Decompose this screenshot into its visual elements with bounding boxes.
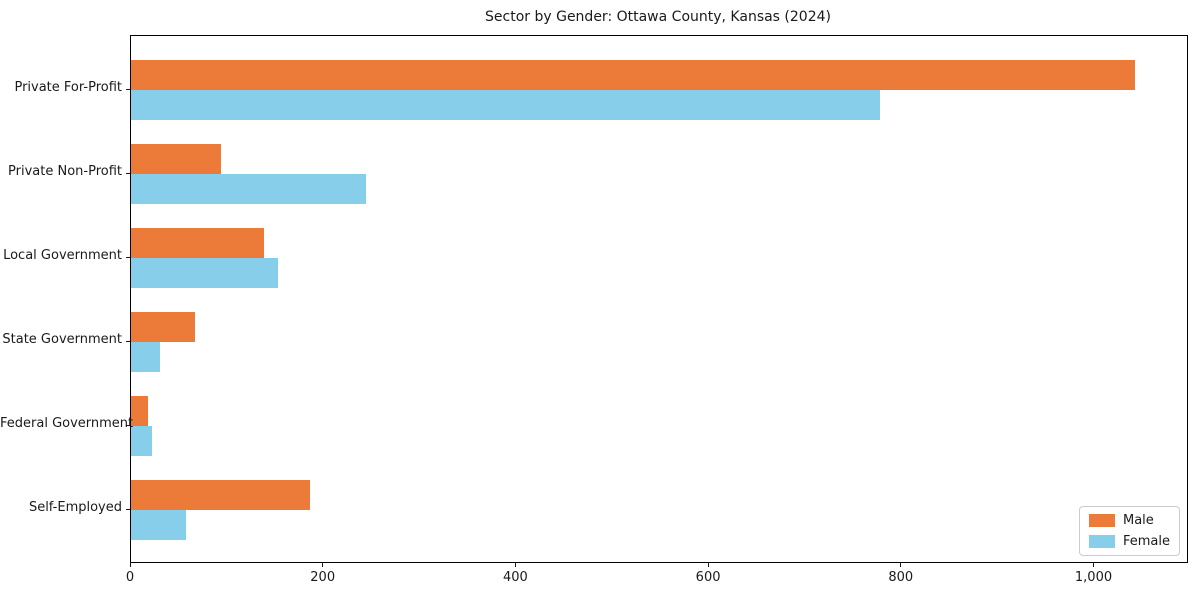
x-tick-label-200: 200 <box>310 570 336 585</box>
bar-male-local-government <box>131 228 264 258</box>
bar-male-private-non-profit <box>131 144 221 174</box>
bar-female-federal-government <box>131 426 153 456</box>
y-tick-label-private-non-profit: Private Non-Profit <box>8 164 122 179</box>
chart-title: Sector by Gender: Ottawa County, Kansas … <box>485 9 831 25</box>
bar-male-self-employed <box>131 480 311 510</box>
y-tick-label-private-for-profit: Private For-Profit <box>14 80 122 95</box>
y-tick-mark-state-government <box>126 341 130 342</box>
bar-female-local-government <box>131 258 278 288</box>
x-tick-mark-400 <box>514 562 516 567</box>
bar-female-self-employed <box>131 510 186 540</box>
x-tick-label-600: 600 <box>695 570 721 585</box>
legend-entry-male: Male <box>1088 513 1170 528</box>
bar-female-private-for-profit <box>131 90 880 120</box>
x-tick-mark-600 <box>707 562 709 567</box>
legend-swatch-female <box>1088 535 1115 548</box>
legend-swatch-male <box>1088 514 1115 527</box>
y-tick-mark-federal-government <box>126 425 130 426</box>
x-tick-label-1000: 1,000 <box>1074 570 1113 585</box>
y-tick-label-self-employed: Self-Employed <box>28 500 122 515</box>
y-tick-label-federal-government: Federal Government <box>0 416 134 431</box>
x-tick-mark-200 <box>322 562 324 567</box>
y-tick-mark-local-government <box>126 257 130 258</box>
legend-label-female: Female <box>1122 534 1170 549</box>
bar-male-private-for-profit <box>131 60 1135 90</box>
bar-female-state-government <box>131 342 160 372</box>
x-tick-mark-1000 <box>1093 562 1094 567</box>
x-tick-label-800: 800 <box>888 570 914 585</box>
x-tick-label-400: 400 <box>502 570 528 585</box>
x-tick-mark-800 <box>900 562 902 567</box>
y-tick-mark-self-employed <box>126 509 130 510</box>
legend: Male Female <box>1078 506 1180 556</box>
legend-label-male: Male <box>1122 513 1154 528</box>
y-tick-mark-private-for-profit <box>126 89 130 90</box>
y-tick-mark-private-non-profit <box>126 173 130 174</box>
plot-area <box>130 35 1188 563</box>
bar-male-federal-government <box>131 396 149 426</box>
x-tick-mark-0 <box>129 562 131 567</box>
bar-male-state-government <box>131 312 195 342</box>
legend-entry-female: Female <box>1088 534 1170 549</box>
y-tick-label-local-government: Local Government <box>3 248 122 263</box>
x-tick-label-0: 0 <box>125 570 135 585</box>
bar-female-private-non-profit <box>131 174 367 204</box>
y-tick-label-state-government: State Government <box>2 332 122 347</box>
